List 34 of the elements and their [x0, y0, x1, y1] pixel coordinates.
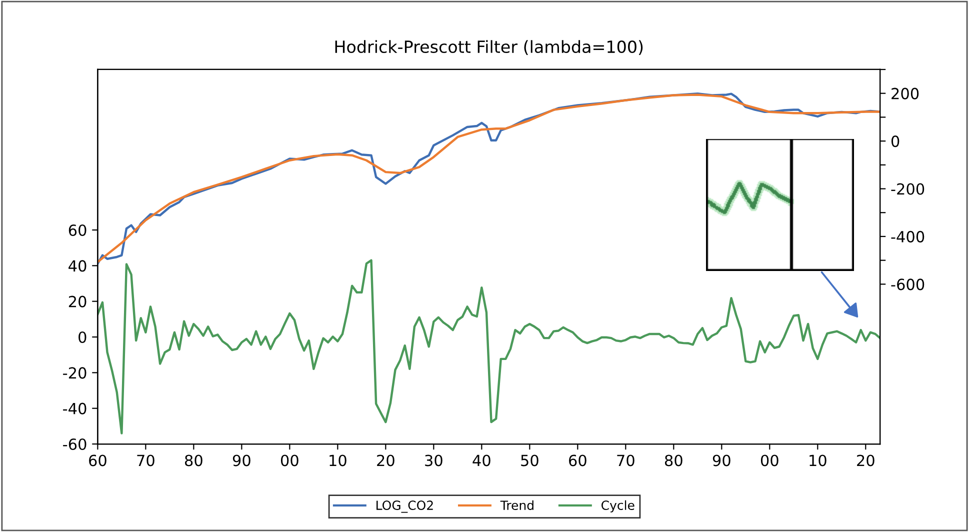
legend-label: Trend [500, 500, 534, 510]
x-tick-label: 70 [617, 454, 634, 466]
y-tick-label: 40 [68, 260, 86, 272]
y-tick-label: -60 [63, 438, 86, 450]
y-tick-label: 0 [78, 331, 86, 344]
legend-label: LOG_CO2 [376, 500, 433, 513]
y2-tick-label: 0 [891, 136, 900, 148]
x-tick-label: 60 [89, 454, 106, 466]
line-series [98, 259, 880, 434]
legend-label: Cycle [601, 500, 634, 512]
x-tick-label: 20 [857, 454, 874, 466]
y-tick-label: -40 [63, 402, 86, 414]
x-tick-label: 40 [472, 454, 490, 466]
y2-tick-label: -200 [891, 183, 924, 195]
y-tick-label: -20 [63, 367, 86, 379]
y-tick-label: 20 [68, 296, 86, 308]
x-tick-label: 70 [137, 454, 154, 466]
y-tick-label: 60 [68, 224, 86, 236]
x-tick-label: 00 [760, 454, 778, 466]
x-tick-label: 90 [712, 454, 730, 466]
x-tick-label: 60 [569, 454, 586, 466]
y2-tick-label: -400 [891, 230, 924, 242]
x-tick-label: 00 [280, 454, 298, 466]
x-tick-label: 80 [184, 454, 202, 466]
x-tick-label: 10 [330, 454, 346, 466]
x-tick-label: 30 [425, 454, 442, 466]
x-tick-label: 20 [377, 454, 394, 466]
y2-tick-label: 200 [892, 88, 919, 100]
y2-tick-label: -600 [891, 278, 924, 290]
x-tick-label: 90 [232, 454, 250, 466]
x-tick-label: 10 [810, 454, 826, 466]
x-tick-label: 80 [664, 454, 682, 466]
x-tick-label: 50 [521, 454, 538, 466]
chart-title: Hodrick-Prescott Filter (lambda=100) [335, 40, 643, 56]
